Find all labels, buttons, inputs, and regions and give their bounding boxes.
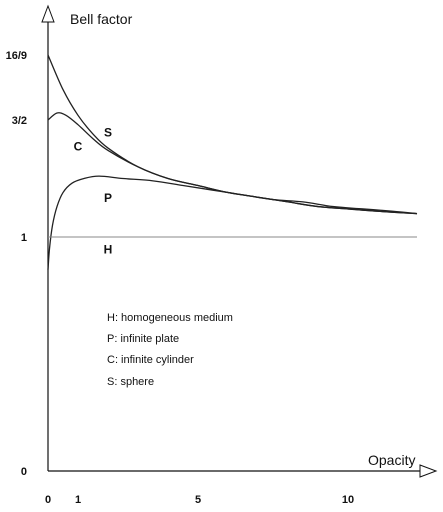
- y-tick-label: 1: [21, 232, 27, 244]
- y-axis-arrow: [41, 4, 55, 23]
- y-tick-label: 3/2: [12, 115, 27, 127]
- x-axis-arrow: [419, 464, 438, 478]
- legend: H: homogeneous medium P: infinite plate …: [107, 312, 233, 388]
- curve-label-p: P: [104, 191, 112, 205]
- x-tick-label: 1: [75, 494, 81, 506]
- legend-entry-cylinder: C: infinite cylinder: [107, 354, 194, 366]
- curve-label-s: S: [104, 125, 112, 139]
- x-tick-group: 0 1 5 10: [45, 494, 354, 506]
- y-axis-label: Bell factor: [70, 11, 133, 27]
- x-axis-label: Opacity: [368, 452, 415, 468]
- series-line-c: [47, 112, 418, 215]
- curve-label-group: S C P H: [74, 125, 113, 256]
- legend-entry-sphere: S: sphere: [107, 376, 154, 388]
- y-tick-group: 0 1 3/2 16/9: [6, 50, 27, 478]
- y-tick-label: 16/9: [6, 50, 27, 62]
- legend-entry-plate: P: infinite plate: [107, 333, 179, 345]
- curve-label-h: H: [104, 242, 113, 256]
- x-tick-label: 10: [342, 494, 354, 506]
- series-group: [47, 54, 418, 270]
- y-tick-label: 0: [21, 466, 27, 478]
- legend-entry-homogeneous: H: homogeneous medium: [107, 312, 233, 324]
- series-line-p: [47, 175, 418, 270]
- curve-label-c: C: [74, 139, 83, 153]
- x-tick-label: 0: [45, 494, 51, 506]
- x-tick-label: 5: [195, 494, 201, 506]
